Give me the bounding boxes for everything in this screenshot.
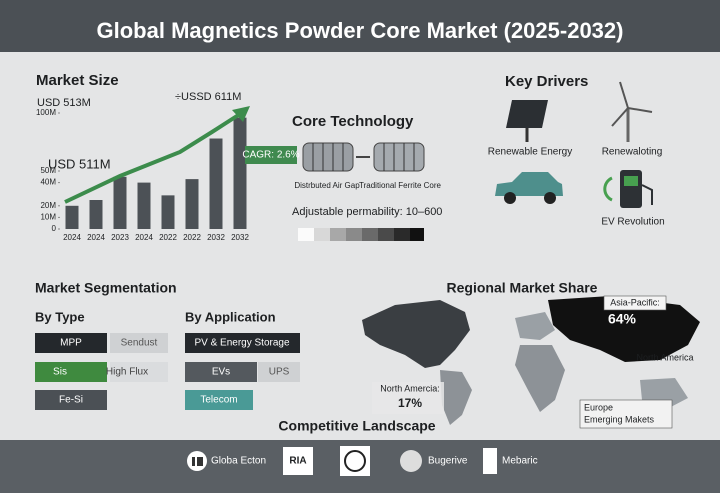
label-box — [603, 295, 667, 311]
logo-icon — [400, 450, 422, 472]
logo-text: Bugerive — [428, 456, 468, 467]
y-tick-label: 100M — [36, 108, 56, 117]
bar — [209, 138, 223, 229]
driver-label: Renewable Energy — [488, 147, 573, 158]
x-tick-label: 2024 — [87, 233, 105, 242]
bar — [185, 179, 199, 229]
bar-chart: 100M 50M 40M 20M 10M 0 2024 2024 2023 2024 2022 202… — [36, 108, 249, 242]
cagr-box — [245, 146, 297, 164]
segment-label: Fe-Si — [59, 395, 83, 406]
car-icon — [495, 172, 563, 204]
core-label: Traditional Ferrite Core — [359, 181, 442, 190]
region-label: Asia-Pacific: — [610, 297, 660, 307]
header-bar — [0, 0, 720, 52]
driver-label: Renewaloting — [602, 147, 663, 158]
region-share: 17% — [398, 396, 422, 410]
section-title: Market Size — [36, 72, 119, 89]
bar — [89, 200, 103, 229]
region-label: North America — [636, 352, 693, 362]
charger-icon — [603, 170, 653, 208]
annotation: ÷USSD 611M — [175, 91, 241, 103]
section-title: Regional Market Share — [447, 280, 598, 296]
trend-arrow — [64, 112, 242, 204]
logo-text: Mebaric — [502, 456, 538, 467]
y-tick-label: 20M — [40, 201, 56, 210]
logo-box — [483, 448, 497, 474]
group-title: By Application — [185, 309, 276, 324]
segment-label: PV & Energy Storage — [194, 338, 289, 349]
y-tick-label: 0 — [52, 224, 57, 233]
x-tick-label: 2022 — [183, 233, 201, 242]
label-box — [579, 399, 673, 429]
core-icon — [302, 142, 425, 172]
annotation: USD 511M — [48, 156, 111, 171]
x-tick-label: 2024 — [135, 233, 153, 242]
region-label: Emerging Makets — [584, 414, 655, 424]
solar-icon — [506, 100, 548, 142]
permeability-scale — [298, 228, 424, 241]
label-box — [372, 382, 444, 414]
x-tick-label: 2024 — [63, 233, 81, 242]
group-title: By Type — [35, 309, 85, 324]
bar — [65, 205, 79, 229]
segment-label: Sendust — [121, 338, 158, 349]
page-title: Global Magnetics Powder Core Market (202… — [97, 18, 624, 43]
x-tick-label: 2023 — [111, 233, 129, 242]
annotation: CAGR: 2.6% — [242, 150, 299, 161]
segment-label: MPP — [60, 338, 82, 349]
permeability-label: Adjustable permability: 10–600 — [292, 206, 442, 218]
x-tick-label: 2032 — [231, 233, 249, 242]
bar — [161, 195, 175, 229]
logo-text: RIA — [289, 456, 306, 467]
section-title: Market Segmentation — [35, 280, 177, 296]
region-label: North Amercia: — [380, 383, 440, 393]
segment-label: UPS — [269, 367, 290, 378]
y-tick-label: 10M — [40, 213, 56, 222]
logo-icon — [192, 457, 195, 466]
y-tick-label: 50M — [40, 166, 56, 175]
arrow-head — [232, 106, 250, 122]
y-tick-label: 40M — [40, 178, 56, 187]
section-title: Key Drivers — [505, 73, 588, 90]
logo-icon — [344, 450, 366, 472]
driver-label: EV Revolution — [601, 217, 664, 228]
segment-label: Sis — [53, 367, 67, 378]
section-title: Competitive Landscape — [278, 418, 435, 434]
world-map — [362, 296, 700, 425]
region-share: 64% — [608, 311, 637, 327]
logo-icon — [197, 457, 203, 466]
segment-label: High Flux — [106, 367, 148, 378]
annotation: USD 513M — [37, 97, 91, 109]
bar — [233, 117, 247, 229]
wind-icon — [611, 81, 653, 142]
x-tick-label: 2032 — [207, 233, 225, 242]
segment-label: EVs — [212, 367, 230, 378]
segment-boxes — [35, 333, 300, 410]
section-title: Core Technology — [292, 113, 414, 130]
logo-box — [283, 447, 313, 475]
x-tick-label: 2022 — [159, 233, 177, 242]
bar — [113, 176, 127, 229]
core-label: Distrbuted Air Gap — [294, 181, 360, 190]
bar — [137, 182, 151, 229]
region-label: Europe — [584, 402, 613, 412]
logo-text: Globa Ecton — [211, 456, 266, 467]
segment-label: Telecom — [200, 395, 237, 406]
